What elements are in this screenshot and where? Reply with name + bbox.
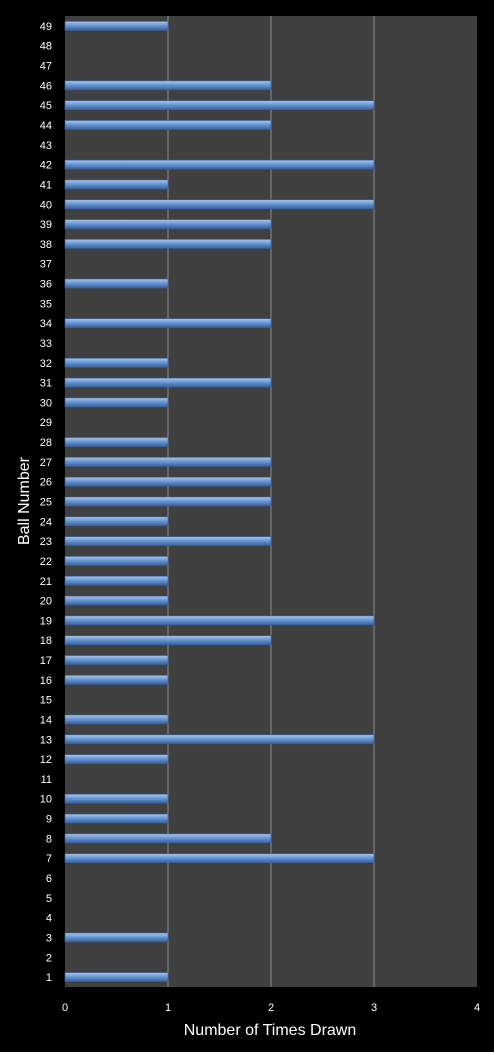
y-tick-label: 8 — [46, 833, 52, 845]
bar — [64, 21, 169, 31]
y-tick-label: 11 — [41, 774, 52, 786]
bar — [64, 437, 169, 447]
x-tick-labels: 0 1 2 3 4 — [62, 1002, 480, 1014]
y-tick-label: 1 — [46, 972, 52, 984]
bar — [64, 853, 375, 863]
y-tick-label: 3 — [46, 932, 52, 944]
bar — [64, 813, 169, 824]
bar — [64, 536, 272, 546]
y-tick-label: 7 — [46, 853, 52, 865]
bar — [64, 734, 375, 745]
y-tick-label: 5 — [46, 893, 52, 905]
y-tick-label: 24 — [40, 516, 52, 528]
bar — [64, 754, 169, 764]
y-tick-label: 36 — [40, 279, 52, 291]
bar — [64, 615, 375, 626]
y-tick-label: 32 — [40, 358, 52, 370]
bar — [64, 972, 169, 982]
y-tick-label: 46 — [40, 80, 52, 92]
y-tick-label: 17 — [40, 655, 52, 667]
bar — [64, 932, 169, 943]
y-tick-label: 35 — [40, 298, 52, 310]
bar — [64, 318, 272, 328]
x-tick-label: 1 — [165, 1002, 171, 1014]
y-tick-label: 26 — [40, 477, 52, 489]
y-tick-label: 48 — [40, 41, 52, 53]
y-tick-label: 29 — [40, 417, 52, 429]
bar — [64, 635, 272, 646]
y-tick-label: 23 — [40, 536, 52, 548]
bars — [64, 21, 375, 982]
y-tick-label: 21 — [40, 576, 52, 588]
y-tick-label: 16 — [40, 675, 52, 687]
x-tick-label: 2 — [268, 1002, 274, 1014]
bar — [64, 833, 272, 844]
bar — [64, 675, 169, 685]
bar — [64, 496, 272, 507]
bar — [64, 793, 169, 804]
y-tick-label: 38 — [40, 239, 52, 251]
y-tick-label: 47 — [40, 61, 52, 73]
y-tick-label: 2 — [46, 952, 52, 964]
y-tick-label: 28 — [40, 437, 52, 449]
y-tick-label: 34 — [40, 318, 52, 330]
y-axis-title: Ball Number — [16, 456, 33, 545]
y-tick-label: 6 — [46, 873, 52, 885]
y-tick-label: 41 — [40, 179, 52, 191]
y-tick-labels: 1234567891011121314151617181920212223242… — [40, 21, 52, 984]
y-tick-label: 45 — [40, 100, 52, 112]
bar — [64, 457, 272, 467]
y-tick-label: 43 — [40, 140, 52, 152]
y-tick-label: 31 — [40, 378, 52, 390]
y-tick-label: 42 — [40, 160, 52, 172]
y-tick-label: 9 — [46, 814, 52, 826]
y-tick-label: 15 — [40, 695, 52, 707]
bar — [64, 179, 169, 190]
bar — [64, 357, 169, 368]
bar — [64, 377, 272, 388]
y-tick-label: 27 — [40, 457, 52, 469]
bar — [64, 278, 169, 289]
x-tick-label: 3 — [371, 1002, 377, 1014]
y-tick-label: 19 — [40, 615, 52, 627]
y-tick-label: 10 — [40, 794, 52, 806]
y-tick-label: 14 — [40, 714, 52, 726]
y-tick-label: 20 — [40, 596, 52, 608]
y-tick-label: 25 — [40, 497, 52, 509]
x-tick-label: 0 — [62, 1002, 68, 1014]
bar — [64, 556, 169, 566]
bar — [64, 714, 169, 725]
y-tick-label: 4 — [46, 913, 52, 925]
bar — [64, 575, 169, 586]
y-tick-label: 18 — [40, 635, 52, 647]
bar — [64, 159, 375, 170]
bar — [64, 516, 169, 527]
y-tick-label: 30 — [40, 397, 52, 409]
bar — [64, 595, 169, 606]
bar — [64, 80, 272, 91]
bar — [64, 476, 272, 487]
y-tick-label: 33 — [40, 338, 52, 350]
bar — [64, 219, 272, 229]
bar — [64, 100, 375, 110]
bar — [64, 239, 272, 249]
bar — [64, 199, 375, 210]
x-axis-title: Number of Times Drawn — [184, 1022, 357, 1039]
bar — [64, 120, 272, 130]
bar — [64, 397, 169, 408]
y-tick-label: 37 — [40, 259, 52, 271]
y-tick-label: 39 — [40, 219, 52, 231]
x-tick-label: 4 — [474, 1002, 480, 1014]
y-tick-label: 12 — [40, 754, 52, 766]
y-tick-label: 40 — [40, 199, 52, 211]
bar — [64, 655, 169, 665]
y-tick-label: 13 — [40, 734, 52, 746]
y-tick-label: 44 — [40, 120, 52, 132]
y-tick-label: 49 — [40, 21, 52, 33]
y-tick-label: 22 — [40, 556, 52, 568]
